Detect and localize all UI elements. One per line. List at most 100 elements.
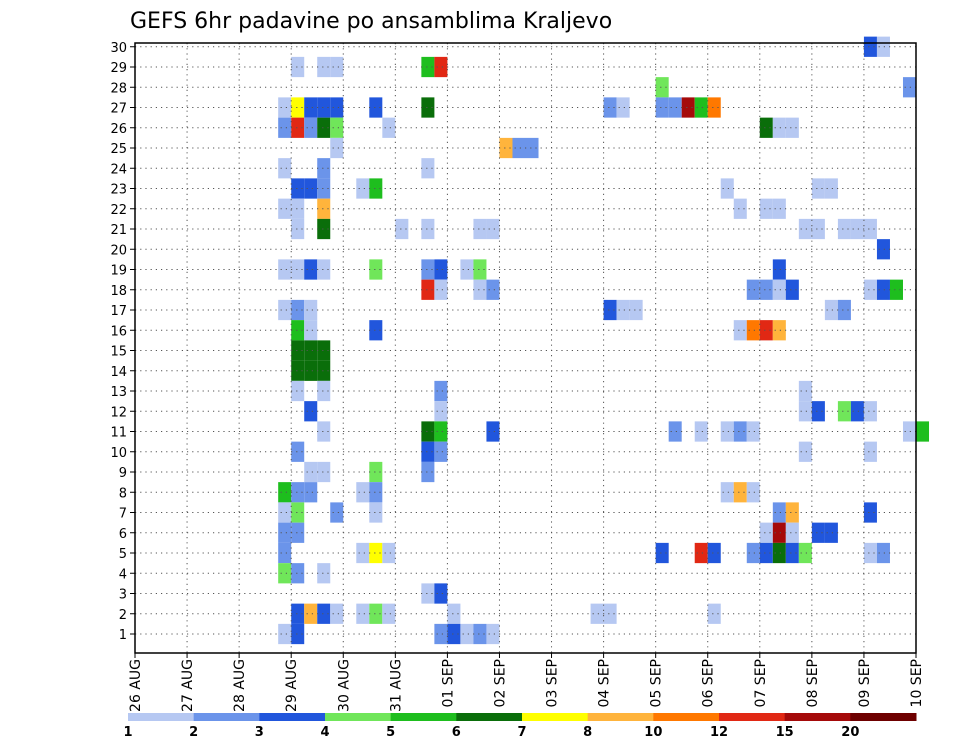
x-tick-label: 29 AUG (284, 659, 300, 712)
heatmap-cell (694, 421, 708, 442)
heatmap-cell (863, 279, 877, 300)
heatmap-cell (291, 218, 305, 240)
heatmap-cell (291, 441, 305, 462)
heatmap-cell (369, 482, 383, 503)
legend-label: 4 (320, 725, 329, 740)
heatmap-cell (824, 522, 838, 543)
y-tick-label: 6 (119, 527, 127, 542)
heatmap-cells (278, 36, 930, 645)
heatmap-cell (369, 259, 383, 280)
heatmap-cell (434, 623, 448, 645)
heatmap-cell (291, 178, 305, 199)
heatmap-cell (837, 299, 851, 321)
y-tick-label: 22 (110, 203, 127, 218)
x-tick-label: 04 SEP (597, 659, 613, 707)
y-tick-label: 14 (110, 365, 127, 380)
heatmap-cell (330, 603, 344, 624)
heatmap-cell (369, 97, 383, 118)
heatmap-cell (798, 542, 812, 564)
heatmap-cell (837, 218, 851, 240)
heatmap-cell (733, 482, 747, 503)
y-tick-label: 17 (110, 304, 127, 319)
heatmap-cell (421, 279, 435, 300)
legend-swatch (193, 713, 260, 721)
heatmap-cell (330, 117, 344, 138)
heatmap-cell (291, 117, 305, 138)
legend-label: 10 (644, 725, 662, 740)
heatmap-cell (486, 279, 500, 300)
heatmap-cell (369, 461, 383, 483)
heatmap-cell (434, 259, 448, 280)
heatmap-cell (291, 482, 305, 503)
heatmap-cell (421, 158, 435, 179)
heatmap-cell (356, 603, 370, 624)
heatmap-cell (278, 259, 292, 280)
heatmap-cell (421, 218, 435, 240)
heatmap-cell (772, 522, 786, 543)
heatmap-cell (811, 522, 825, 543)
heatmap-cell (863, 502, 877, 523)
y-tick-label: 15 (110, 345, 127, 360)
heatmap-cell (369, 542, 383, 564)
heatmap-cell (317, 178, 331, 199)
y-tick-label: 16 (110, 324, 127, 339)
heatmap-cell (798, 380, 812, 402)
heatmap-cell (278, 158, 292, 179)
y-tick-label: 9 (119, 466, 127, 481)
heatmap-cell (681, 97, 695, 118)
heatmap-cell (317, 461, 331, 483)
legend-label: 1 (123, 725, 132, 740)
heatmap-cell (616, 299, 630, 321)
heatmap-cell (434, 401, 448, 422)
heatmap-cell (291, 603, 305, 624)
legend-label: 6 (452, 725, 461, 740)
heatmap-cell (876, 279, 890, 300)
y-tick-label: 19 (110, 264, 127, 279)
heatmap-cell (447, 603, 461, 624)
heatmap-cell (291, 299, 305, 321)
heatmap-cell (291, 563, 305, 584)
heatmap-cell (317, 158, 331, 179)
heatmap-cell (291, 522, 305, 543)
heatmap-cell (304, 340, 318, 361)
heatmap-cell (317, 563, 331, 584)
heatmap-cell (733, 421, 747, 442)
heatmap-cell (317, 603, 331, 624)
heatmap-cell (434, 441, 448, 462)
heatmap-cell (512, 137, 526, 159)
heatmap-cell (434, 380, 448, 402)
heatmap-cell (759, 320, 773, 341)
heatmap-cell (863, 36, 877, 57)
x-tick-label: 09 SEP (857, 659, 873, 707)
heatmap-cell (785, 279, 799, 300)
x-tick-label: 28 AUG (232, 659, 248, 712)
x-tick-label: 26 AUG (128, 659, 144, 712)
heatmap-cell (317, 360, 331, 381)
heatmap-cell (720, 482, 734, 503)
heatmap-cell (525, 137, 539, 159)
heatmap-cell (421, 461, 435, 483)
heatmap-cell (434, 279, 448, 300)
heatmap-cell (330, 502, 344, 523)
heatmap-cell (460, 259, 474, 280)
y-tick-label: 5 (119, 547, 127, 562)
x-tick-label: 07 SEP (753, 659, 769, 707)
heatmap-cell (772, 320, 786, 341)
heatmap-cell (304, 603, 318, 624)
legend-swatch (522, 713, 589, 721)
heatmap-cell (317, 198, 331, 219)
x-tick-label: 03 SEP (545, 659, 561, 707)
y-tick-label: 1 (119, 628, 127, 643)
legend: 1 2 3 4 5 6 7 8 10 12 15 20 (123, 713, 917, 740)
heatmap-cell (486, 421, 500, 442)
legend-label: 8 (583, 725, 592, 740)
heatmap-cell (746, 482, 760, 503)
heatmap-cell (382, 542, 396, 564)
heatmap-cell (486, 623, 500, 645)
heatmap-cell (317, 117, 331, 138)
heatmap-cell (785, 117, 799, 138)
heatmap-cell (291, 259, 305, 280)
heatmap-cell (304, 401, 318, 422)
heatmap-cell (382, 603, 396, 624)
